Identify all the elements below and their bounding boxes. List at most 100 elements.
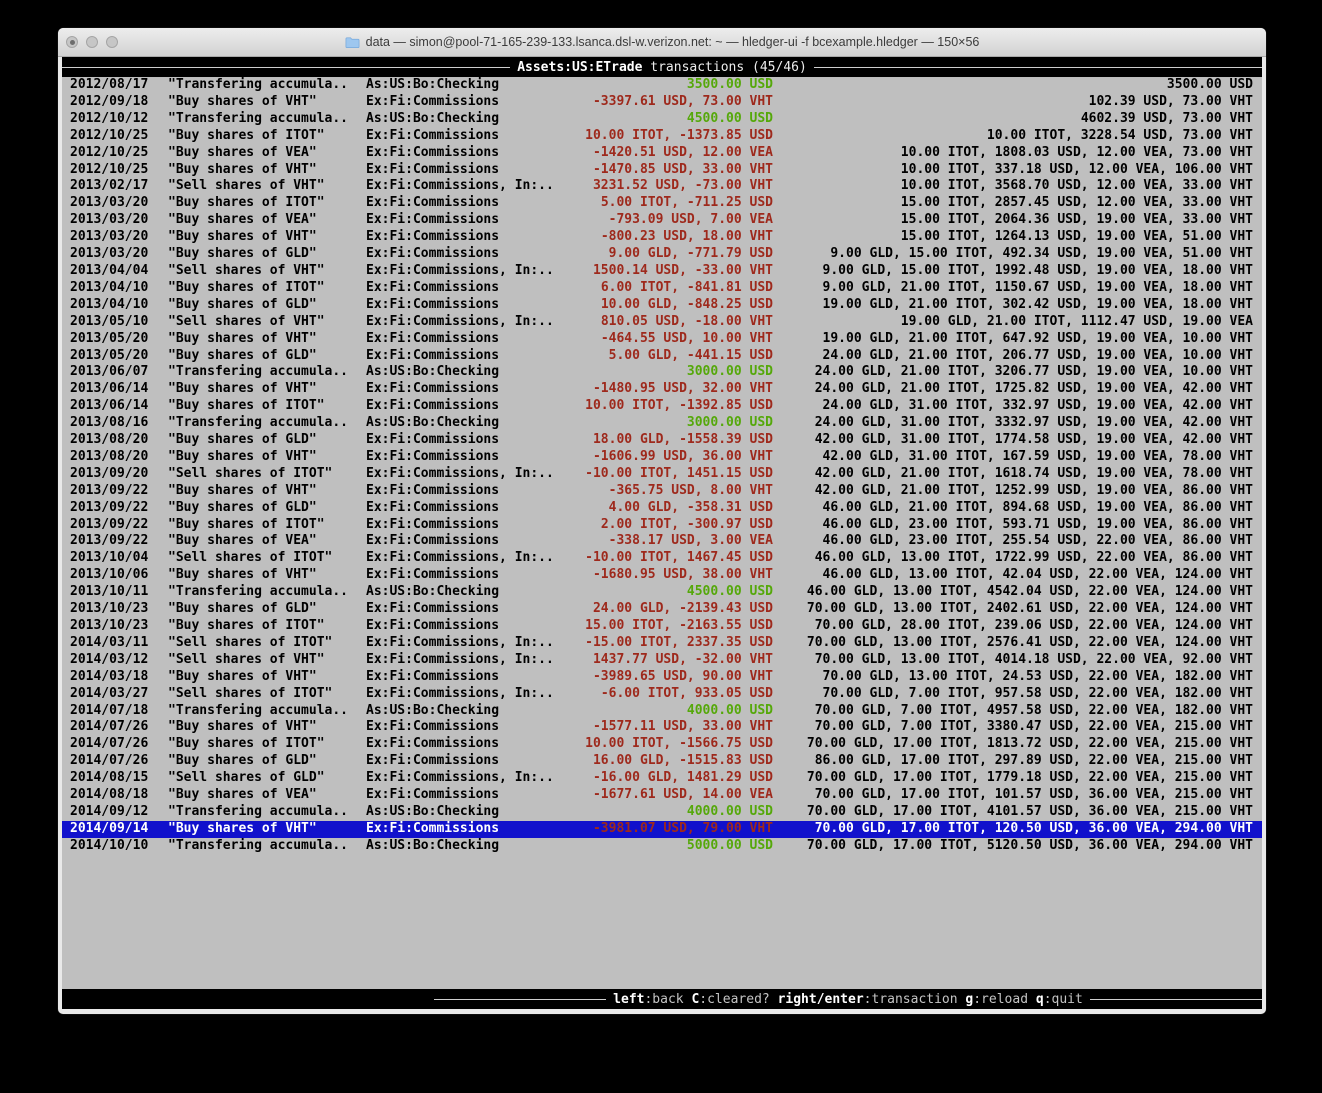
balance: 10.00 ITOT, 3228.54 USD, 73.00 VHT xyxy=(986,127,1253,143)
amount: 9.00 GLD, -771.79 USD xyxy=(608,246,773,262)
account: Ex:Fi:Commissions, In:.. xyxy=(366,770,554,786)
balance: 70.00 GLD, 7.00 ITOT, 4957.58 USD, 22.00… xyxy=(814,702,1253,718)
account: Ex:Fi:Commissions xyxy=(366,432,500,448)
account: Ex:Fi:Commissions xyxy=(366,229,500,245)
date: 2013/08/16 xyxy=(70,415,149,431)
close-button[interactable] xyxy=(66,36,78,48)
transaction-row[interactable]: 2013/03/20 "Buy shares of GLD" Ex:Fi:Commi… xyxy=(62,246,1262,263)
balance: 19.00 GLD, 21.00 ITOT, 302.42 USD, 19.00… xyxy=(822,296,1253,312)
transaction-row[interactable]: 2013/10/04 "Sell shares of ITOT" Ex:Fi:Com… xyxy=(62,550,1262,567)
transaction-row[interactable]: 2013/09/22 "Buy shares of GLD" Ex:Fi:Commi… xyxy=(62,500,1262,517)
transaction-row[interactable]: 2012/09/18 "Buy shares of VHT" Ex:Fi:Commi… xyxy=(62,94,1262,111)
account: Ex:Fi:Commissions xyxy=(366,144,500,160)
account: Ex:Fi:Commissions xyxy=(366,448,500,464)
date: 2013/05/20 xyxy=(70,330,149,346)
amount: -1577.11 USD, 33.00 VHT xyxy=(592,719,773,735)
amount: 4000.00 USD xyxy=(686,702,773,718)
transaction-row[interactable]: 2014/08/15 "Sell shares of GLD" Ex:Fi:Comm… xyxy=(62,770,1262,787)
footer-key: g xyxy=(965,991,974,1007)
date: 2013/09/22 xyxy=(70,499,149,515)
transaction-row[interactable]: 2014/09/12 "Transfering accumula.. As:US:B… xyxy=(62,804,1262,821)
date: 2013/04/10 xyxy=(70,279,149,295)
hledger-header-bar: Assets:US:ETrade transactions (45/46) xyxy=(62,57,1262,77)
desc: "Sell shares of ITOT" xyxy=(168,685,333,701)
transaction-row[interactable]: 2013/03/20 "Buy shares of ITOT" Ex:Fi:Comm… xyxy=(62,195,1262,212)
balance: 70.00 GLD, 13.00 ITOT, 2402.61 USD, 22.0… xyxy=(806,601,1253,617)
balance: 70.00 GLD, 13.00 ITOT, 24.53 USD, 22.00 … xyxy=(822,668,1253,684)
amount: 4000.00 USD xyxy=(686,803,773,819)
transaction-row[interactable]: 2014/07/26 "Buy shares of GLD" Ex:Fi:Commi… xyxy=(62,753,1262,770)
transaction-row[interactable]: 2014/03/11 "Sell shares of ITOT" Ex:Fi:Com… xyxy=(62,635,1262,652)
desc: "Sell shares of GLD" xyxy=(168,770,325,786)
title-bar[interactable]: data — simon@pool-71-165-239-133.lsanca.… xyxy=(58,28,1266,57)
transaction-row[interactable]: 2014/10/10 "Transfering accumula.. As:US:B… xyxy=(62,838,1262,855)
zoom-button[interactable] xyxy=(106,36,118,48)
account: Ex:Fi:Commissions xyxy=(366,516,500,532)
minimize-button[interactable] xyxy=(86,36,98,48)
transaction-row[interactable]: 2013/05/10 "Sell shares of VHT" Ex:Fi:Comm… xyxy=(62,314,1262,331)
transaction-row[interactable]: 2013/10/23 "Buy shares of ITOT" Ex:Fi:Comm… xyxy=(62,618,1262,635)
transaction-row[interactable]: 2014/07/26 "Buy shares of ITOT" Ex:Fi:Comm… xyxy=(62,736,1262,753)
amount: 3231.52 USD, -73.00 VHT xyxy=(592,178,773,194)
transaction-row[interactable]: 2013/03/20 "Buy shares of VHT" Ex:Fi:Commi… xyxy=(62,229,1262,246)
balance: 70.00 GLD, 7.00 ITOT, 957.58 USD, 22.00 … xyxy=(822,685,1253,701)
transaction-row[interactable]: 2013/06/14 "Buy shares of ITOT" Ex:Fi:Comm… xyxy=(62,398,1262,415)
transaction-row[interactable]: 2013/06/07 "Transfering accumula.. As:US:B… xyxy=(62,364,1262,381)
amount: -365.75 USD, 8.00 VHT xyxy=(608,482,773,498)
transaction-row[interactable]: 2014/08/18 "Buy shares of VEA" Ex:Fi:Commi… xyxy=(62,787,1262,804)
transaction-row[interactable]: 2013/02/17 "Sell shares of VHT" Ex:Fi:Comm… xyxy=(62,178,1262,195)
transaction-row[interactable]: 2013/04/04 "Sell shares of VHT" Ex:Fi:Comm… xyxy=(62,263,1262,280)
transaction-row[interactable]: 2013/09/22 "Buy shares of VEA" Ex:Fi:Commi… xyxy=(62,533,1262,550)
transaction-row[interactable]: 2012/10/12 "Transfering accumula.. As:US:B… xyxy=(62,111,1262,128)
desc: "Buy shares of VHT" xyxy=(168,567,317,583)
transaction-row[interactable]: 2013/09/22 "Buy shares of VHT" Ex:Fi:Commi… xyxy=(62,483,1262,500)
transaction-row[interactable]: 2014/07/18 "Transfering accumula.. As:US:B… xyxy=(62,703,1262,720)
balance: 3500.00 USD xyxy=(1166,77,1253,92)
amount: 10.00 GLD, -848.25 USD xyxy=(600,296,773,312)
transaction-row[interactable]: 2013/09/22 "Buy shares of ITOT" Ex:Fi:Comm… xyxy=(62,517,1262,534)
window-controls xyxy=(66,36,118,48)
transaction-row[interactable]: 2012/10/25 "Buy shares of VEA" Ex:Fi:Commi… xyxy=(62,145,1262,162)
transaction-row[interactable]: 2013/05/20 "Buy shares of VHT" Ex:Fi:Commi… xyxy=(62,331,1262,348)
transaction-row[interactable]: 2013/10/23 "Buy shares of GLD" Ex:Fi:Commi… xyxy=(62,601,1262,618)
transaction-row[interactable]: 2014/03/12 "Sell shares of VHT" Ex:Fi:Comm… xyxy=(62,652,1262,669)
balance: 70.00 GLD, 7.00 ITOT, 3380.47 USD, 22.00… xyxy=(814,719,1253,735)
transaction-row[interactable]: 2013/03/20 "Buy shares of VEA" Ex:Fi:Commi… xyxy=(62,212,1262,229)
transaction-row[interactable]: 2012/10/25 "Buy shares of ITOT" Ex:Fi:Comm… xyxy=(62,128,1262,145)
account: Ex:Fi:Commissions, In:.. xyxy=(366,262,554,278)
transaction-row[interactable]: 2013/04/10 "Buy shares of GLD" Ex:Fi:Commi… xyxy=(62,297,1262,314)
date: 2013/10/23 xyxy=(70,601,149,617)
transaction-row[interactable]: 2014/03/27 "Sell shares of ITOT" Ex:Fi:Com… xyxy=(62,686,1262,703)
balance: 46.00 GLD, 23.00 ITOT, 593.71 USD, 19.00… xyxy=(822,516,1253,532)
amount: -3981.07 USD, 79.00 VHT xyxy=(592,820,773,836)
transaction-row[interactable]: 2014/03/18 "Buy shares of VHT" Ex:Fi:Commi… xyxy=(62,669,1262,686)
transaction-row[interactable]: 2013/06/14 "Buy shares of VHT" Ex:Fi:Commi… xyxy=(62,381,1262,398)
transaction-row[interactable]: 2013/08/20 "Buy shares of GLD" Ex:Fi:Commi… xyxy=(62,432,1262,449)
balance: 46.00 GLD, 21.00 ITOT, 894.68 USD, 19.00… xyxy=(822,499,1253,515)
transaction-row[interactable]: 2013/05/20 "Buy shares of GLD" Ex:Fi:Commi… xyxy=(62,348,1262,365)
transaction-row[interactable]: 2014/07/26 "Buy shares of VHT" Ex:Fi:Commi… xyxy=(62,719,1262,736)
date: 2014/03/11 xyxy=(70,634,149,650)
account: Ex:Fi:Commissions xyxy=(366,482,500,498)
footer-key: left xyxy=(613,991,645,1007)
transaction-row[interactable]: 2012/10/25 "Buy shares of VHT" Ex:Fi:Commi… xyxy=(62,162,1262,179)
amount: 18.00 GLD, -1558.39 USD xyxy=(592,432,773,448)
footer-key: q xyxy=(1035,991,1044,1007)
transaction-row[interactable]: 2013/08/16 "Transfering accumula.. As:US:B… xyxy=(62,415,1262,432)
account: As:US:Bo:Checking xyxy=(366,803,500,819)
transaction-row[interactable]: 2013/10/11 "Transfering accumula.. As:US:B… xyxy=(62,584,1262,601)
amount: 4.00 GLD, -358.31 USD xyxy=(608,499,773,515)
date: 2013/06/14 xyxy=(70,398,149,414)
balance: 70.00 GLD, 13.00 ITOT, 4014.18 USD, 22.0… xyxy=(814,651,1253,667)
transaction-row[interactable]: 2014/09/14 "Buy shares of VHT" Ex:Fi:Commi… xyxy=(62,820,1262,838)
transaction-row[interactable]: 2012/08/17 "Transfering accumula.. As:US:B… xyxy=(62,77,1262,94)
account: As:US:Bo:Checking xyxy=(366,702,500,718)
transaction-row[interactable]: 2013/10/06 "Buy shares of VHT" Ex:Fi:Commi… xyxy=(62,567,1262,584)
transaction-row[interactable]: 2013/04/10 "Buy shares of ITOT" Ex:Fi:Comm… xyxy=(62,280,1262,297)
transaction-row[interactable]: 2013/09/20 "Sell shares of ITOT" Ex:Fi:Com… xyxy=(62,466,1262,483)
transaction-row[interactable]: 2013/08/20 "Buy shares of VHT" Ex:Fi:Commi… xyxy=(62,449,1262,466)
date: 2013/05/20 xyxy=(70,347,149,363)
desc: "Transfering accumula.. xyxy=(168,364,349,380)
header-account-name: Assets:US:ETrade xyxy=(517,59,643,75)
transaction-list: 2012/08/17 "Transfering accumula.. As:US:B… xyxy=(62,77,1262,855)
